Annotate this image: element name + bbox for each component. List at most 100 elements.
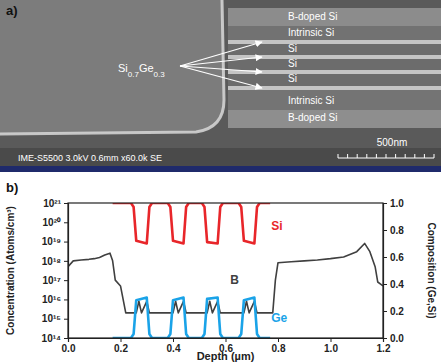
sige-arrow xyxy=(180,57,262,66)
tick-label: 10¹⁵ xyxy=(42,313,61,324)
scale-bar-tick xyxy=(405,154,406,158)
tick: 10¹⁵ xyxy=(42,313,68,324)
tick-label: 0.8 xyxy=(390,225,404,236)
tick-mark xyxy=(64,242,68,243)
tick-mark xyxy=(64,338,68,339)
sem-layer xyxy=(228,59,441,70)
scale-bar-tick xyxy=(414,154,415,158)
tick: 10²¹ xyxy=(43,198,68,209)
series-line xyxy=(113,298,271,339)
series-line xyxy=(68,243,383,312)
tick-label: 10¹⁷ xyxy=(42,275,61,286)
tick: 10¹⁴ xyxy=(42,333,68,344)
tick-label: 0.4 xyxy=(390,279,404,290)
tick: 0.2 xyxy=(383,306,404,317)
sem-background xyxy=(0,0,441,166)
figure-svg: a) B-doped Si Intrinsic Si Si Si Si Intrinsic … xyxy=(0,0,441,363)
tick: 10¹⁸ xyxy=(42,256,68,267)
tick: 0.2 xyxy=(114,338,128,354)
scale-bar-tick xyxy=(434,154,435,158)
tick-label: 10¹⁶ xyxy=(42,294,61,305)
tick-label: 0.6 xyxy=(390,252,404,263)
tick-mark xyxy=(278,338,279,342)
series-label: Ge xyxy=(271,311,287,325)
series-label: Si xyxy=(271,219,282,233)
tick-label: 0.2 xyxy=(390,306,404,317)
layer-label: Intrinsic Si xyxy=(288,27,334,38)
tick: 0.4 xyxy=(167,338,181,354)
tick-mark xyxy=(64,319,68,320)
y2-axis: 0.0 0.2 0.4 0.6 0.8 1.0 xyxy=(383,198,404,344)
tick-mark xyxy=(64,203,68,204)
tick-mark xyxy=(173,338,174,342)
tick: 1.2 xyxy=(377,338,391,354)
tick-label: 10¹⁸ xyxy=(42,256,61,267)
layer-label: Si xyxy=(288,58,297,69)
sem-layer xyxy=(228,74,441,86)
tick-mark xyxy=(64,299,68,300)
tick-label: 0.0 xyxy=(390,333,404,344)
tick: 0.0 xyxy=(383,333,404,344)
sige-arrow xyxy=(180,66,262,88)
tick: 0.6 xyxy=(383,252,404,263)
separator xyxy=(0,166,441,172)
tick-label: 1.2 xyxy=(377,343,391,354)
tick-label: 0.4 xyxy=(167,343,181,354)
sem-layer xyxy=(228,44,441,55)
tick-mark xyxy=(226,338,227,342)
sige-arrow xyxy=(180,42,262,66)
scale-bar-tick xyxy=(338,154,339,158)
scale-bar-tick xyxy=(366,154,367,158)
layer-label: B-doped Si xyxy=(288,112,337,123)
sem-panel: a)B-doped SiIntrinsic SiSiSiSiIntrinsic … xyxy=(0,0,441,166)
tick-label: 10²⁰ xyxy=(43,217,61,228)
tick-label: 10¹⁴ xyxy=(42,333,61,344)
tick: 0.4 xyxy=(383,279,404,290)
tick-mark xyxy=(383,257,387,258)
sem-info-strip xyxy=(0,148,441,166)
tick: 0.0 xyxy=(62,338,76,354)
tick-mark xyxy=(383,203,387,204)
sem-layer xyxy=(228,90,441,110)
y-axis-title: Concentration (Atoms/cm³) xyxy=(5,206,16,335)
tick-mark xyxy=(121,338,122,342)
info-bar: IME-S5500 3.0kV 0.6mm x60.0k SE xyxy=(18,153,162,163)
tick-mark xyxy=(383,230,387,231)
tick-mark xyxy=(383,311,387,312)
y2-axis-title: Composition (Ge,Si) xyxy=(426,222,437,318)
tick-label: 10¹⁹ xyxy=(42,236,61,247)
tick-label: 0.2 xyxy=(114,343,128,354)
tick-mark xyxy=(64,280,68,281)
scale-bar-tick xyxy=(347,154,348,158)
panel-label: b) xyxy=(6,180,18,195)
axis-line xyxy=(69,339,384,343)
tick-label: 1.0 xyxy=(324,343,338,354)
chart-panel: b) 0.0 0.2 0.4 0.6 0.8 1.0 1.2 10¹⁴ 10¹⁵ 10¹⁶ 10¹⁷ 1… xyxy=(5,180,437,362)
tick-label: 0.0 xyxy=(62,343,76,354)
tick-mark xyxy=(64,261,68,262)
series-line xyxy=(113,203,271,244)
tick-mark xyxy=(64,222,68,223)
scale-bar-label: 500nm xyxy=(377,137,408,148)
axis-line xyxy=(64,204,69,339)
sem-layer xyxy=(228,110,441,128)
plot-frame xyxy=(68,203,383,338)
figure: a) B-doped Si Intrinsic Si Si Si Si Intrinsic … xyxy=(0,0,441,363)
scale-bar-tick xyxy=(376,154,377,158)
x-axis-title: Depth (µm) xyxy=(197,350,255,362)
sige-label: Si0.7Ge0.3 xyxy=(118,62,165,79)
tick: 0.8 xyxy=(272,338,286,354)
scale-bar-tick xyxy=(357,154,358,158)
layer-label: B-doped Si xyxy=(288,11,337,22)
scale-bar-tick xyxy=(395,154,396,158)
panel-label: a) xyxy=(6,3,18,18)
tick-label: 1.0 xyxy=(390,198,404,209)
layer-label: Si xyxy=(288,43,297,54)
series-label: B xyxy=(230,273,239,287)
tick-label: 0.8 xyxy=(272,343,286,354)
scale-bar-tick xyxy=(424,154,425,158)
layer-label: Intrinsic Si xyxy=(288,95,334,106)
tick: 1.0 xyxy=(324,338,338,354)
tick-mark xyxy=(331,338,332,342)
tick: 10¹⁹ xyxy=(42,236,68,247)
